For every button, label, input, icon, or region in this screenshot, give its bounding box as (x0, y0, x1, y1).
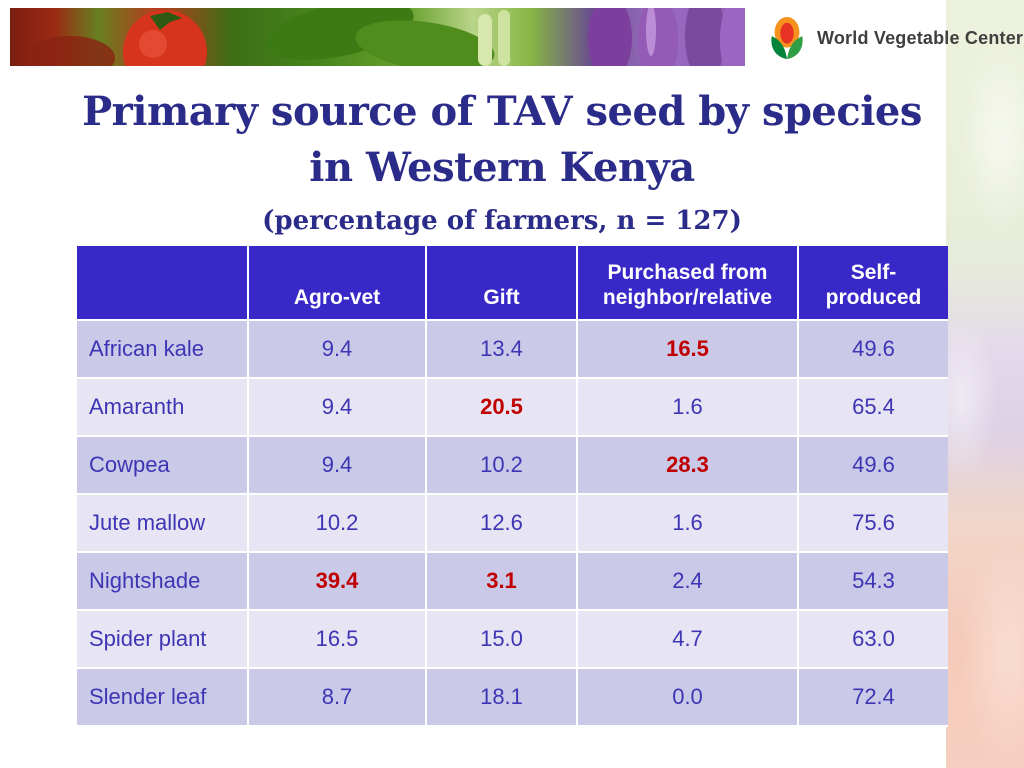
value-cell: 75.6 (799, 495, 948, 553)
vegetables-banner-photo (10, 8, 745, 66)
vegetables-photo-icon (10, 8, 745, 66)
value-cell: 3.1 (427, 553, 578, 611)
species-cell-african-kale: African kale (77, 321, 249, 379)
column-header-agro-vet: Agro-vet (249, 246, 427, 321)
value-cell: 9.4 (249, 321, 427, 379)
column-header-self-produced: Self-produced (799, 246, 948, 321)
value-cell: 72.4 (799, 669, 948, 727)
species-cell-cowpea: Cowpea (77, 437, 249, 495)
slide-subtitle: (percentage of farmers, n = 127) (262, 206, 742, 236)
value-cell: 0.0 (578, 669, 799, 727)
value-cell: 16.5 (578, 321, 799, 379)
value-cell: 2.4 (578, 553, 799, 611)
value-cell: 12.6 (427, 495, 578, 553)
logo-text: World Vegetable Center (817, 27, 1024, 48)
value-cell: 49.6 (799, 321, 948, 379)
value-cell: 15.0 (427, 611, 578, 669)
value-cell: 16.5 (249, 611, 427, 669)
species-cell-spider-plant: Spider plant (77, 611, 249, 669)
value-cell: 1.6 (578, 495, 799, 553)
value-cell: 28.3 (578, 437, 799, 495)
column-header-gift: Gift (427, 246, 578, 321)
title-line1: Primary source of TAV seed by species (82, 88, 922, 135)
value-cell: 63.0 (799, 611, 948, 669)
species-cell-slender-leaf: Slender leaf (77, 669, 249, 727)
value-cell: 39.4 (249, 553, 427, 611)
value-cell: 10.2 (249, 495, 427, 553)
value-cell: 4.7 (578, 611, 799, 669)
species-cell-jute-mallow: Jute mallow (77, 495, 249, 553)
value-cell: 20.5 (427, 379, 578, 437)
species-cell-amaranth: Amaranth (77, 379, 249, 437)
value-cell: 10.2 (427, 437, 578, 495)
value-cell: 13.4 (427, 321, 578, 379)
title-line2: in Western Kenya (309, 144, 695, 191)
value-cell: 9.4 (249, 437, 427, 495)
species-cell-nightshade: Nightshade (77, 553, 249, 611)
seed-source-table: Agro-vet Gift Purchased from neighbor/rela… (77, 246, 948, 727)
world-vegetable-center-logo: World Vegetable Center (766, 13, 1023, 63)
vegetable-watermark (946, 0, 1024, 768)
value-cell: 49.6 (799, 437, 948, 495)
value-cell: 18.1 (427, 669, 578, 727)
value-cell: 1.6 (578, 379, 799, 437)
worldveg-flower-icon (771, 17, 803, 59)
slide-title: Primary source of TAV seed by species in… (0, 84, 1004, 196)
value-cell: 65.4 (799, 379, 948, 437)
value-cell: 9.4 (249, 379, 427, 437)
column-header-blank (77, 246, 249, 321)
column-header-purchased-from-neighbor-relative: Purchased from neighbor/relative (578, 246, 799, 321)
value-cell: 8.7 (249, 669, 427, 727)
value-cell: 54.3 (799, 553, 948, 611)
